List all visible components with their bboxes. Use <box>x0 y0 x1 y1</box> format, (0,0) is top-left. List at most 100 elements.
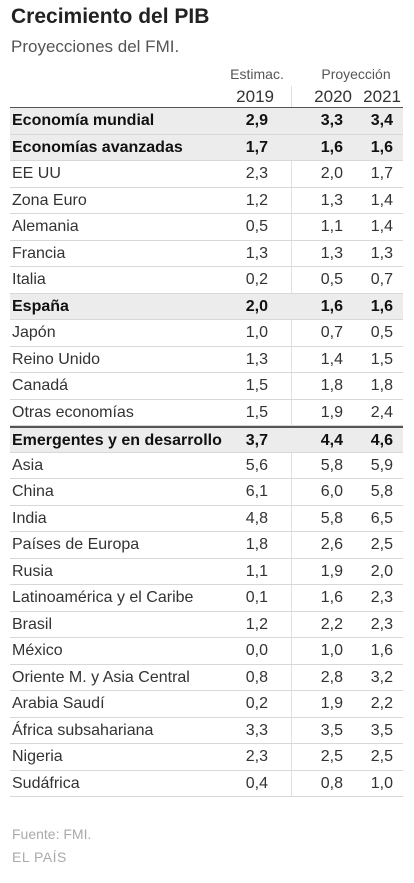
value-2020: 3,3 <box>320 112 343 129</box>
row-label: Alemania <box>12 218 79 235</box>
table-row: Economía mundial 2,9 3,3 3,4 <box>10 108 403 135</box>
value-2021: 2,2 <box>370 695 393 712</box>
table-row: Sudáfrica 0,4 0,8 1,0 <box>10 771 403 797</box>
value-2019: 1,5 <box>245 377 268 394</box>
value-2019: 3,7 <box>245 432 268 449</box>
value-2019: 6,1 <box>245 483 268 500</box>
value-2019: 1,1 <box>245 562 268 580</box>
value-2019: 1,8 <box>245 536 268 553</box>
value-2020: 5,8 <box>320 509 343 527</box>
table-row: Emergentes y en desarrollo 3,7 4,4 4,6 <box>10 426 403 453</box>
value-2021: 6,5 <box>370 509 393 527</box>
table-row: Zona Euro 1,2 1,3 1,4 <box>10 188 403 214</box>
table-row: Italia 0,2 0,5 0,7 <box>10 267 403 294</box>
table-row: Reino Unido 1,3 1,4 1,5 <box>10 347 403 373</box>
value-2020: 2,6 <box>320 536 343 553</box>
table-row: Rusia 1,1 1,9 2,0 <box>10 559 403 585</box>
value-2020: 1,6 <box>320 138 343 156</box>
value-2019: 2,3 <box>245 165 268 182</box>
table-row: EE UU 2,3 2,0 1,7 <box>10 161 403 188</box>
value-2021: 2,0 <box>370 562 393 580</box>
value-2019: 1,2 <box>245 615 268 633</box>
row-label: Canadá <box>12 377 69 394</box>
value-2020: 1,9 <box>320 695 343 712</box>
value-2021: 2,3 <box>370 615 393 633</box>
value-2019: 1,0 <box>245 324 268 341</box>
row-label: Japón <box>12 324 56 341</box>
row-label: Nigeria <box>12 748 63 765</box>
value-2021: 4,6 <box>370 432 393 449</box>
value-2020: 2,0 <box>320 165 343 182</box>
value-2019: 1,5 <box>245 403 268 421</box>
table-row: Economías avanzadas 1,7 1,6 1,6 <box>10 134 403 161</box>
value-2021: 1,5 <box>370 350 393 368</box>
value-2019: 0,8 <box>245 668 268 686</box>
value-2021: 2,5 <box>370 748 393 765</box>
value-2020: 5,8 <box>320 456 343 474</box>
table-row: Arabia Saudí 0,2 1,9 2,2 <box>10 691 403 718</box>
table-row: Brasil 1,2 2,2 2,3 <box>10 612 403 638</box>
chart-subtitle: Proyecciones del FMI. <box>11 37 180 56</box>
row-label: Reino Unido <box>12 350 101 368</box>
value-2019: 0,5 <box>245 218 268 235</box>
value-2021: 5,9 <box>370 456 393 474</box>
value-2021: 1,8 <box>370 377 393 394</box>
row-label: Zona Euro <box>12 191 87 209</box>
value-2019: 2,0 <box>245 297 268 315</box>
row-label: México <box>12 642 63 659</box>
value-2020: 0,5 <box>320 271 343 288</box>
value-2020: 1,0 <box>320 642 343 659</box>
value-2020: 1,6 <box>320 297 343 315</box>
value-2021: 0,7 <box>370 271 393 288</box>
value-2020: 0,7 <box>320 324 343 341</box>
value-2021: 3,2 <box>370 668 393 686</box>
value-2019: 1,7 <box>245 138 268 156</box>
value-2020: 0,8 <box>320 774 343 792</box>
value-2020: 2,2 <box>320 615 343 633</box>
row-label: España <box>12 297 69 315</box>
value-2019: 1,3 <box>245 350 268 368</box>
value-2021: 1,4 <box>370 191 393 209</box>
row-label: India <box>12 509 47 527</box>
row-label: Economía mundial <box>12 112 155 129</box>
value-2021: 2,4 <box>370 403 393 421</box>
table-row: Alemania 0,5 1,1 1,4 <box>10 214 403 241</box>
column-header-2021: 2021 <box>363 87 401 106</box>
value-2020: 1,4 <box>320 350 343 368</box>
row-label: Brasil <box>12 615 53 633</box>
row-label: EE UU <box>12 165 61 182</box>
value-2021: 0,5 <box>370 324 393 341</box>
value-2019: 0,0 <box>245 642 268 659</box>
row-label: Sudáfrica <box>12 774 80 792</box>
value-2020: 6,0 <box>320 483 343 500</box>
row-label: Asia <box>12 456 44 474</box>
value-2021: 2,3 <box>370 589 393 606</box>
row-label: Rusia <box>12 562 53 580</box>
row-label: China <box>12 483 54 500</box>
row-label: Emergentes y en desarrollo <box>12 432 222 449</box>
value-2021: 2,5 <box>370 536 393 553</box>
table-row: España 2,0 1,6 1,6 <box>10 293 403 320</box>
table-row: Otras economías 1,5 1,9 2,4 <box>10 400 403 426</box>
source-note: Fuente: FMI. <box>12 826 92 842</box>
value-2019: 2,9 <box>245 112 268 129</box>
row-label: Economías avanzadas <box>12 138 183 156</box>
table-row: Latinoamérica y el Caribe 0,1 1,6 2,3 <box>10 585 403 612</box>
value-2021: 1,0 <box>370 774 393 792</box>
value-2020: 1,9 <box>320 562 343 580</box>
value-2020: 1,3 <box>320 191 343 209</box>
table-row: Oriente M. y Asia Central 0,8 2,8 3,2 <box>10 665 403 691</box>
value-2021: 3,5 <box>370 721 393 739</box>
value-2020: 2,5 <box>320 748 343 765</box>
row-label: Otras economías <box>12 403 134 421</box>
value-2020: 4,4 <box>320 432 343 449</box>
row-label: África subsahariana <box>12 721 154 739</box>
chart-title: Crecimiento del PIB <box>11 5 210 28</box>
value-2020: 1,3 <box>320 244 343 262</box>
value-2020: 2,8 <box>320 668 343 686</box>
value-2019: 0,2 <box>245 695 268 712</box>
value-2019: 0,1 <box>245 589 268 606</box>
table-row: Canadá 1,5 1,8 1,8 <box>10 373 403 400</box>
table-row: India 4,8 5,8 6,5 <box>10 506 403 532</box>
value-2019: 3,3 <box>245 721 268 739</box>
